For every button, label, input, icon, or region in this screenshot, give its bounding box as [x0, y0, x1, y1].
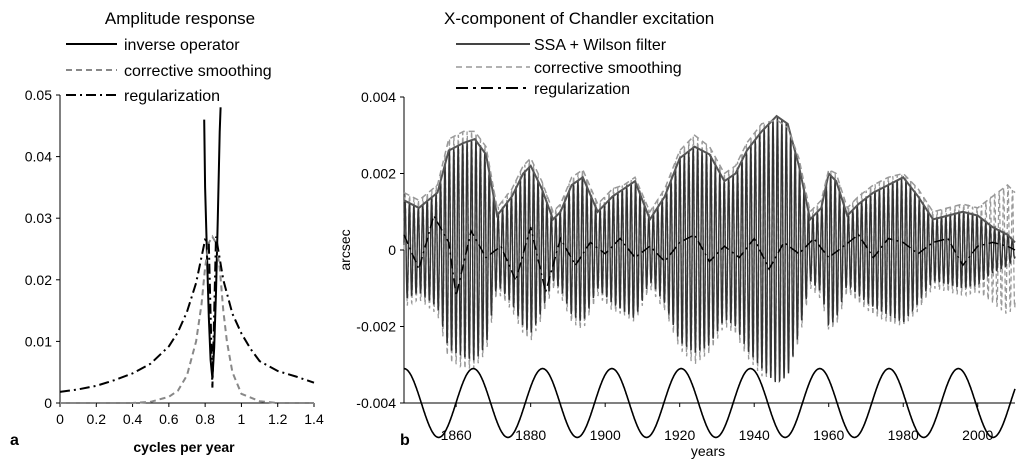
- b-reference-sinusoid: [404, 367, 1016, 439]
- panel-b-data: [403, 114, 1016, 439]
- a-series-solid-line: [203, 107, 222, 379]
- a-x-tick-label-1: 0.2: [87, 411, 107, 427]
- panel-a-y-ticks: 0 0.01 0.02 0.03 0.04 0.05: [25, 87, 60, 411]
- b-y-tick-label-1: -0.002: [356, 319, 396, 335]
- b-regularization-line: [403, 213, 1016, 297]
- panel-b-legend: SSA + Wilson filter corrective smoothing…: [456, 37, 682, 98]
- a-x-tick-label-0: 0: [56, 411, 64, 427]
- panel-b: X-component of Chandler excitation SSA +…: [337, 9, 1016, 459]
- b-corrective-envelope: [403, 119, 1016, 214]
- a-x-tick-label-6: 1.2: [268, 411, 288, 427]
- b-x-tick-label-6: 1980: [888, 427, 919, 443]
- b-y-tick-label-3: 0.002: [361, 166, 396, 182]
- a-series-dashdot-line: [59, 236, 315, 393]
- b-x-tick-label-1: 1880: [515, 427, 546, 443]
- legend-a-label-regularization: regularization: [124, 88, 220, 105]
- a-y-tick-label-2: 0.02: [25, 272, 52, 288]
- b-x-tick-label-5: 1960: [813, 427, 844, 443]
- b-x-tick-label-3: 1920: [664, 427, 695, 443]
- a-y-tick-label-3: 0.03: [25, 210, 52, 226]
- panel-a-series: [59, 107, 315, 404]
- a-y-tick-label-5: 0.05: [25, 87, 52, 103]
- panel-a-legend: inverse operator corrective smoothing re…: [66, 37, 272, 105]
- a-y-tick-label-1: 0.01: [25, 333, 52, 349]
- panel-a-x-ticks: 0 0.2 0.4 0.6 0.8 1 1.2 1.4: [56, 403, 324, 427]
- legend-a-label-corrective: corrective smoothing: [124, 63, 272, 80]
- b-y-tick-label-4: 0.004: [361, 89, 396, 105]
- legend-b-label-ssa: SSA + Wilson filter: [534, 37, 667, 54]
- b-x-tick-label-0: 1860: [441, 427, 472, 443]
- a-x-tick-label-2: 0.4: [123, 411, 143, 427]
- panel-a-x-label: cycles per year: [133, 439, 235, 455]
- a-x-tick-label-4: 0.8: [195, 411, 215, 427]
- a-series-dashed-line: [60, 234, 314, 404]
- a-y-tick-label-4: 0.04: [25, 149, 52, 165]
- panel-b-y-label: arcsec: [337, 229, 353, 270]
- panel-b-x-label: years: [691, 443, 725, 459]
- a-x-tick-label-7: 1.4: [304, 411, 324, 427]
- panel-a-title: Amplitude response: [105, 9, 255, 28]
- a-y-tick-label-0: 0: [44, 395, 52, 411]
- panel-b-title: X-component of Chandler excitation: [444, 9, 714, 28]
- a-x-tick-label-3: 0.6: [159, 411, 179, 427]
- b-ssa-oscillation: [403, 117, 1016, 384]
- panel-b-y-ticks: -0.004 -0.002 0 0.002 0.004: [356, 89, 404, 411]
- b-ssa-envelope: [403, 114, 1016, 244]
- b-x-tick-label-4: 1940: [739, 427, 770, 443]
- panel-a: Amplitude response inverse operator corr…: [10, 9, 324, 455]
- panel-a-letter: a: [10, 432, 19, 449]
- panel-b-letter: b: [400, 432, 410, 449]
- legend-b-label-regularization: regularization: [534, 81, 630, 98]
- b-y-tick-label-2: 0: [388, 242, 396, 258]
- a-x-tick-label-5: 1: [238, 411, 246, 427]
- legend-b-label-corrective: corrective smoothing: [534, 60, 682, 77]
- b-x-tick-label-7: 2000: [962, 427, 993, 443]
- b-y-tick-label-0: -0.004: [356, 395, 396, 411]
- panel-b-x-ticks: 1860 1880 1900 1920 1940 1960 1980 2000: [441, 403, 994, 443]
- legend-a-label-inverse: inverse operator: [124, 37, 240, 54]
- b-x-tick-label-2: 1900: [590, 427, 621, 443]
